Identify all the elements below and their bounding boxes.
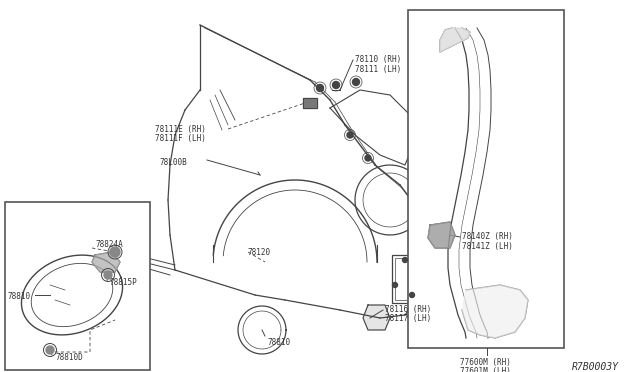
Polygon shape [462, 285, 528, 338]
Text: 78110 (RH): 78110 (RH) [355, 55, 401, 64]
Polygon shape [428, 222, 455, 248]
Bar [392, 255, 434, 303]
Text: 78L00B: 78L00B [160, 158, 188, 167]
Polygon shape [303, 98, 317, 108]
Polygon shape [92, 252, 120, 272]
Text: 78141Z (LH): 78141Z (LH) [462, 242, 513, 251]
Circle shape [317, 84, 323, 92]
Circle shape [365, 155, 371, 161]
Text: 77601M (LH): 77601M (LH) [460, 367, 511, 372]
Circle shape [104, 271, 112, 279]
Text: 78111E (RH): 78111E (RH) [155, 125, 206, 134]
Bar [5, 202, 150, 370]
Polygon shape [440, 28, 470, 52]
Circle shape [347, 132, 353, 138]
Text: 78810D: 78810D [55, 353, 83, 362]
Polygon shape [363, 305, 390, 330]
Text: R7B0003Y: R7B0003Y [572, 362, 619, 372]
Text: 78111 (LH): 78111 (LH) [355, 65, 401, 74]
Text: 78815P: 78815P [110, 278, 138, 287]
Text: 78116 (RH): 78116 (RH) [385, 305, 431, 314]
Text: 78111F (LH): 78111F (LH) [155, 134, 206, 143]
Text: 78824A: 78824A [95, 240, 123, 249]
Text: 78120: 78120 [248, 248, 271, 257]
Circle shape [410, 292, 415, 298]
Circle shape [110, 247, 120, 257]
Circle shape [392, 282, 397, 288]
Circle shape [353, 78, 360, 86]
Bar [408, 10, 564, 348]
Bar [395, 258, 431, 300]
Circle shape [46, 346, 54, 354]
Text: 78117 (LH): 78117 (LH) [385, 314, 431, 323]
Circle shape [333, 81, 339, 89]
Text: 77600M (RH): 77600M (RH) [460, 358, 511, 367]
Circle shape [403, 257, 408, 263]
Text: 78140Z (RH): 78140Z (RH) [462, 232, 513, 241]
Text: 78810: 78810 [268, 338, 291, 347]
Text: 78810: 78810 [8, 292, 31, 301]
